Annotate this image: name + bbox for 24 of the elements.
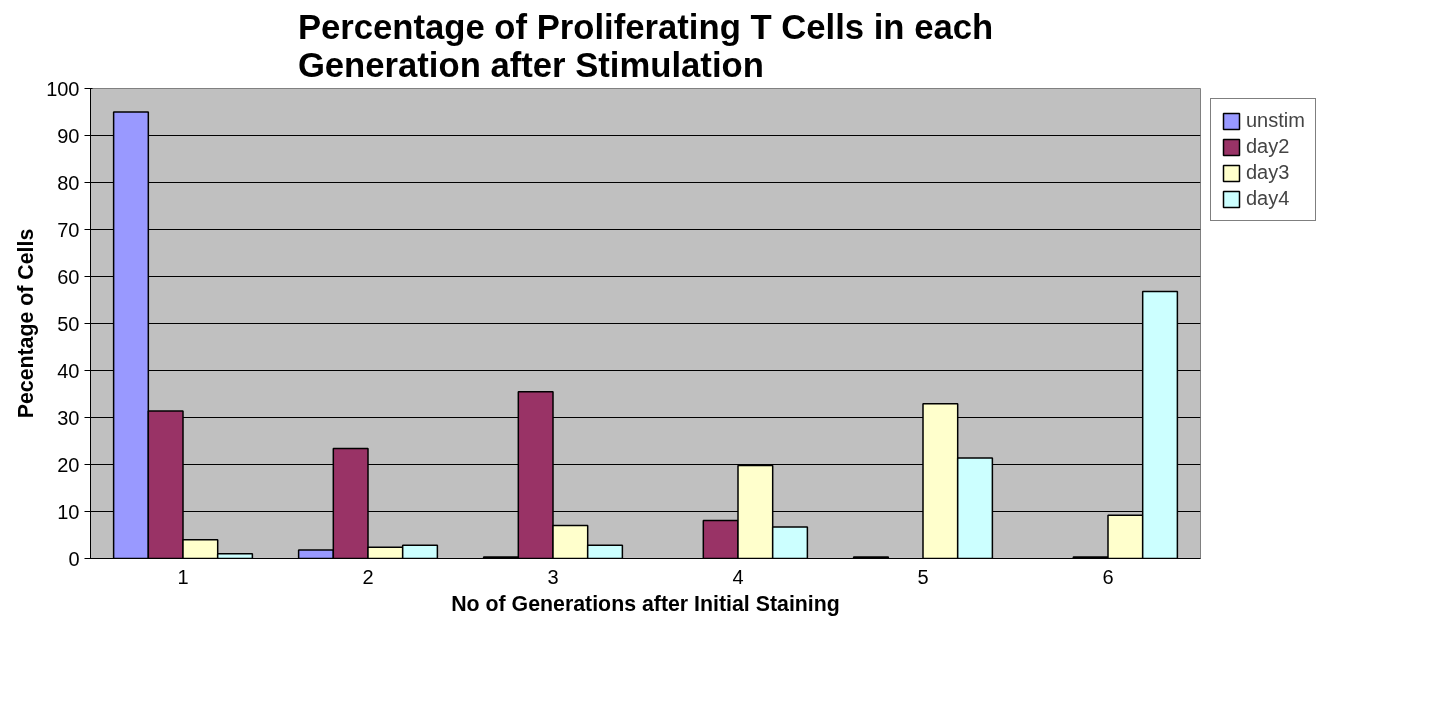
x-tick-label: 1 bbox=[177, 565, 189, 588]
x-tick-label: 4 bbox=[732, 565, 744, 588]
y-tick-label: 40 bbox=[57, 359, 80, 382]
legend-label: unstim bbox=[1246, 109, 1305, 132]
x-tick-label: 3 bbox=[547, 565, 559, 588]
y-tick-label: 20 bbox=[57, 453, 80, 476]
legend-label: day3 bbox=[1246, 161, 1290, 184]
y-axis-title: Pecentage of Cells bbox=[14, 228, 39, 419]
y-tick-label: 100 bbox=[46, 77, 80, 100]
y-tick-label: 50 bbox=[57, 312, 80, 335]
y-tick-label: 30 bbox=[57, 406, 80, 429]
x-tick-label: 6 bbox=[1102, 565, 1114, 588]
y-tick-label: 60 bbox=[57, 265, 80, 288]
x-axis-title: No of Generations after Initial Staining bbox=[451, 591, 840, 616]
x-tick-label: 5 bbox=[917, 565, 929, 588]
legend-label: day2 bbox=[1246, 135, 1290, 158]
y-tick-label: 80 bbox=[57, 171, 80, 194]
y-tick-label: 70 bbox=[57, 218, 80, 241]
y-tick-label: 10 bbox=[57, 500, 80, 523]
y-tick-label: 0 bbox=[68, 547, 80, 570]
y-tick-label: 90 bbox=[57, 124, 80, 147]
chart-title: Percentage of Proliferating T Cells in each Generation after Stimulation bbox=[297, 7, 994, 84]
x-tick-label: 2 bbox=[362, 565, 374, 588]
legend-label: day4 bbox=[1246, 187, 1290, 210]
